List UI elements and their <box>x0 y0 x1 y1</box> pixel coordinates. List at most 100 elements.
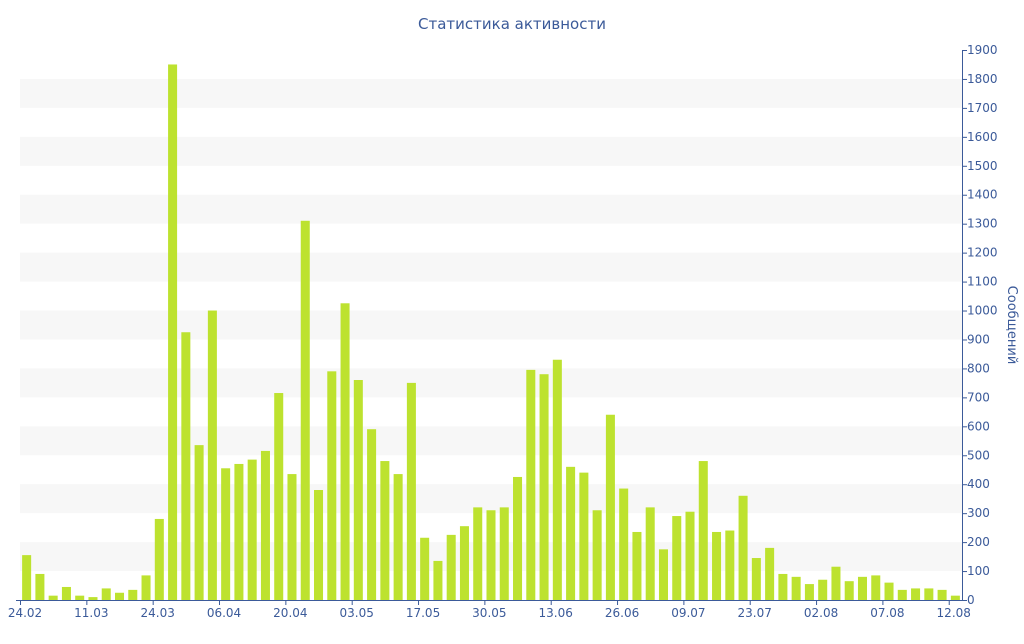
grid-band <box>20 194 962 224</box>
bar <box>751 558 761 600</box>
bar <box>287 474 297 600</box>
bar <box>605 414 615 600</box>
y-tick-label: 1400 <box>967 188 998 202</box>
bar <box>115 592 125 600</box>
grid-band <box>20 310 962 340</box>
x-tick-label: 07.08 <box>870 606 904 620</box>
bar <box>154 518 164 600</box>
y-tick-label: 1200 <box>967 246 998 260</box>
bar <box>818 579 828 600</box>
bar <box>194 445 204 600</box>
bar <box>513 476 523 600</box>
bar <box>353 380 363 600</box>
y-tick-label: 1500 <box>967 159 998 173</box>
bar <box>446 534 456 600</box>
y-tick-label: 100 <box>967 564 990 578</box>
bar <box>61 586 71 600</box>
bar <box>844 581 854 600</box>
grid-band <box>20 484 962 514</box>
x-tick-label: 12.08 <box>937 606 971 620</box>
bar <box>924 588 934 600</box>
bar <box>698 461 708 600</box>
bar <box>765 547 775 600</box>
bar <box>712 531 722 600</box>
bar <box>526 369 536 600</box>
bar <box>725 530 735 600</box>
y-tick-label: 800 <box>967 361 990 375</box>
x-tick-label: 02.08 <box>804 606 838 620</box>
bar <box>274 393 284 600</box>
bar <box>937 589 947 600</box>
bar <box>897 589 907 600</box>
bar <box>592 510 602 600</box>
x-tick-label: 13.06 <box>539 606 573 620</box>
bar <box>128 589 138 600</box>
bar <box>632 531 642 600</box>
x-tick-label: 20.04 <box>273 606 307 620</box>
bar <box>88 597 98 600</box>
x-tick-label: 26.06 <box>605 606 639 620</box>
x-tick-label: 11.03 <box>74 606 108 620</box>
bar <box>234 463 244 600</box>
grid-band <box>20 252 962 282</box>
grid-band <box>20 426 962 456</box>
y-tick-label: 600 <box>967 419 990 433</box>
x-tick-label: 30.05 <box>472 606 506 620</box>
bar <box>473 507 483 600</box>
y-tick-label: 1000 <box>967 304 998 318</box>
x-tick-label: 06.04 <box>207 606 241 620</box>
bar <box>367 429 377 600</box>
y-tick-label: 400 <box>967 477 990 491</box>
bar <box>539 374 549 600</box>
y-tick-label: 1100 <box>967 275 998 289</box>
bar <box>340 303 350 600</box>
bar <box>420 537 430 600</box>
bar <box>393 474 403 600</box>
bar <box>685 511 695 600</box>
bar <box>22 555 32 600</box>
bar <box>645 507 655 600</box>
y-tick-label: 1800 <box>967 72 998 86</box>
bar <box>884 582 894 600</box>
bar <box>459 526 469 600</box>
y-tick-label: 1600 <box>967 130 998 144</box>
bar <box>35 573 45 600</box>
bar <box>911 588 921 600</box>
y-tick-label: 1700 <box>967 101 998 115</box>
bar <box>579 472 589 600</box>
bar <box>181 332 191 600</box>
bar <box>75 595 85 600</box>
x-tick-label: 09.07 <box>671 606 705 620</box>
x-tick-label: 17.05 <box>406 606 440 620</box>
bar <box>804 584 814 600</box>
bar <box>300 220 310 601</box>
y-tick-label: 300 <box>967 506 990 520</box>
bar <box>48 595 58 600</box>
bar <box>619 488 629 600</box>
chart-title: Статистика активности <box>418 15 606 33</box>
bar <box>260 450 270 600</box>
bar <box>566 466 576 600</box>
y-tick-label: 900 <box>967 332 990 346</box>
grid-band <box>20 368 962 398</box>
bar <box>433 560 443 600</box>
bar <box>831 566 841 600</box>
y-tick-label: 700 <box>967 390 990 404</box>
bar <box>871 575 881 600</box>
bar <box>406 382 416 600</box>
bar <box>791 576 801 600</box>
bar <box>950 595 960 600</box>
bar <box>141 575 151 600</box>
bar <box>380 461 390 600</box>
x-tick-label: 03.05 <box>340 606 374 620</box>
y-tick-label: 1900 <box>967 43 998 57</box>
bar <box>101 588 111 600</box>
y-tick-label: 500 <box>967 448 990 462</box>
bar <box>672 516 682 600</box>
bar <box>658 549 668 600</box>
grid-band <box>20 78 962 108</box>
bar <box>314 490 324 600</box>
bar <box>486 510 496 600</box>
bar <box>499 507 509 600</box>
